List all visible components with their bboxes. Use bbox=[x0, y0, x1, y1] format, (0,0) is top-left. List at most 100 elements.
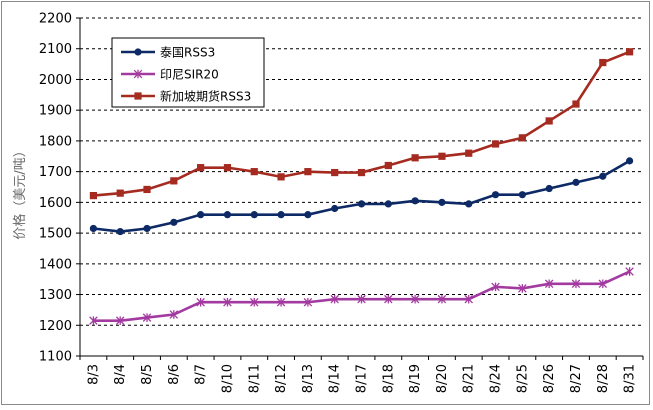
y-tick-label: 1800 bbox=[39, 134, 72, 149]
x-tick-label: 8/6 bbox=[167, 364, 182, 385]
data-point-3 bbox=[304, 168, 312, 176]
legend-marker bbox=[133, 69, 143, 79]
data-point-1 bbox=[384, 200, 392, 208]
data-point-1 bbox=[223, 211, 232, 219]
data-point-3 bbox=[384, 161, 392, 170]
y-tick-label: 1200 bbox=[39, 319, 72, 334]
x-tick-label: 8/18 bbox=[381, 364, 396, 393]
data-point-3 bbox=[438, 152, 446, 160]
data-point-3 bbox=[518, 134, 526, 142]
data-point-1 bbox=[599, 172, 607, 180]
x-tick-label: 8/31 bbox=[623, 364, 638, 393]
data-point-3 bbox=[143, 185, 151, 194]
data-point-2 bbox=[491, 282, 500, 292]
x-tick-label: 8/20 bbox=[435, 364, 450, 393]
y-tick-label: 2200 bbox=[39, 12, 72, 27]
x-tick-label: 8/12 bbox=[274, 364, 289, 393]
data-point-2 bbox=[196, 297, 205, 307]
data-point-1 bbox=[116, 227, 124, 236]
data-point-1 bbox=[197, 211, 205, 219]
x-tick-label: 8/10 bbox=[220, 364, 235, 393]
data-point-2 bbox=[410, 294, 420, 304]
x-tick-label: 8/11 bbox=[247, 364, 262, 393]
data-point-3 bbox=[357, 168, 366, 177]
grid-lines bbox=[80, 17, 643, 326]
data-point-2 bbox=[223, 297, 232, 307]
data-point-2 bbox=[142, 313, 152, 322]
legend: 泰国RSS3 印尼SIR20 新加坡期货RSS3 bbox=[111, 37, 265, 108]
x-tick-label: 8/5 bbox=[140, 364, 155, 385]
data-point-1 bbox=[357, 200, 366, 208]
data-point-1 bbox=[304, 211, 312, 219]
y-axis-ticks: 1100 1200 1300 1400 1500 1600 1700 1800 1900 2000… bbox=[39, 12, 80, 365]
data-point-2 bbox=[625, 267, 634, 276]
data-point-1 bbox=[250, 211, 258, 219]
data-point-2 bbox=[357, 294, 366, 304]
data-point-2 bbox=[544, 279, 554, 289]
data-point-2 bbox=[518, 284, 527, 293]
y-tick-label: 2000 bbox=[39, 73, 72, 88]
x-tick-label: 8/17 bbox=[355, 364, 370, 393]
data-point-1 bbox=[89, 224, 98, 233]
data-point-2 bbox=[571, 279, 581, 289]
data-point-1 bbox=[170, 218, 178, 226]
y-tick-label: 1400 bbox=[39, 257, 72, 272]
legend-label: 印尼SIR20 bbox=[160, 68, 219, 82]
x-tick-label: 8/4 bbox=[113, 364, 128, 385]
data-point-2 bbox=[169, 310, 179, 319]
x-tick-label: 8/19 bbox=[408, 364, 423, 393]
x-axis-ticks: 8/3 8/4 8/5 8/6 8/7 8/10 8/11 8/12 8/13 8/14 8/17 8… bbox=[79, 356, 644, 393]
x-tick-label: 8/26 bbox=[542, 364, 557, 393]
data-point-1 bbox=[572, 178, 580, 186]
legend-label: 泰国RSS3 bbox=[160, 46, 215, 60]
data-point-2 bbox=[303, 297, 313, 307]
data-point-3 bbox=[116, 189, 124, 197]
x-tick-label: 8/21 bbox=[462, 364, 477, 393]
legend-marker bbox=[134, 48, 142, 56]
data-point-2 bbox=[250, 297, 259, 307]
y-tick-label: 1600 bbox=[39, 196, 72, 211]
legend-marker bbox=[134, 92, 142, 100]
data-point-1 bbox=[143, 224, 151, 233]
y-tick-label: 1300 bbox=[39, 288, 72, 303]
x-tick-label: 8/3 bbox=[86, 364, 101, 385]
data-point-3 bbox=[411, 154, 419, 162]
data-point-3 bbox=[250, 168, 258, 176]
series-lines bbox=[89, 48, 634, 325]
data-point-3 bbox=[491, 140, 500, 148]
data-point-3 bbox=[277, 173, 285, 181]
data-point-3 bbox=[223, 164, 232, 172]
data-point-3 bbox=[170, 177, 178, 185]
data-point-2 bbox=[276, 297, 286, 307]
data-point-3 bbox=[197, 164, 205, 172]
data-point-2 bbox=[384, 294, 393, 304]
data-point-2 bbox=[598, 279, 608, 289]
data-point-2 bbox=[89, 316, 98, 325]
x-tick-label: 8/13 bbox=[301, 364, 316, 393]
data-point-1 bbox=[518, 191, 526, 199]
data-point-1 bbox=[438, 198, 446, 206]
legend-label: 新加坡期货RSS3 bbox=[160, 89, 251, 104]
y-axis-label: 价格（美元/吨） bbox=[12, 144, 28, 239]
data-point-2 bbox=[464, 294, 473, 304]
data-point-1 bbox=[465, 200, 473, 208]
data-point-1 bbox=[625, 157, 634, 165]
data-point-1 bbox=[277, 211, 285, 219]
data-point-3 bbox=[572, 100, 580, 108]
x-tick-label: 8/27 bbox=[569, 364, 584, 393]
axes bbox=[79, 18, 643, 357]
data-point-3 bbox=[89, 192, 98, 200]
data-point-2 bbox=[330, 294, 339, 304]
data-point-1 bbox=[491, 191, 500, 199]
x-tick-label: 8/14 bbox=[328, 364, 343, 393]
data-point-1 bbox=[545, 184, 553, 193]
y-tick-label: 1100 bbox=[39, 350, 72, 365]
data-point-1 bbox=[331, 204, 339, 213]
chart-frame: 1100 1200 1300 1400 1500 1600 1700 1800 1900 2000… bbox=[1, 1, 650, 405]
data-point-2 bbox=[437, 294, 447, 304]
data-point-3 bbox=[625, 48, 634, 56]
x-tick-label: 8/28 bbox=[596, 364, 611, 393]
y-tick-label: 1500 bbox=[39, 227, 72, 242]
x-tick-label: 8/24 bbox=[489, 364, 504, 393]
